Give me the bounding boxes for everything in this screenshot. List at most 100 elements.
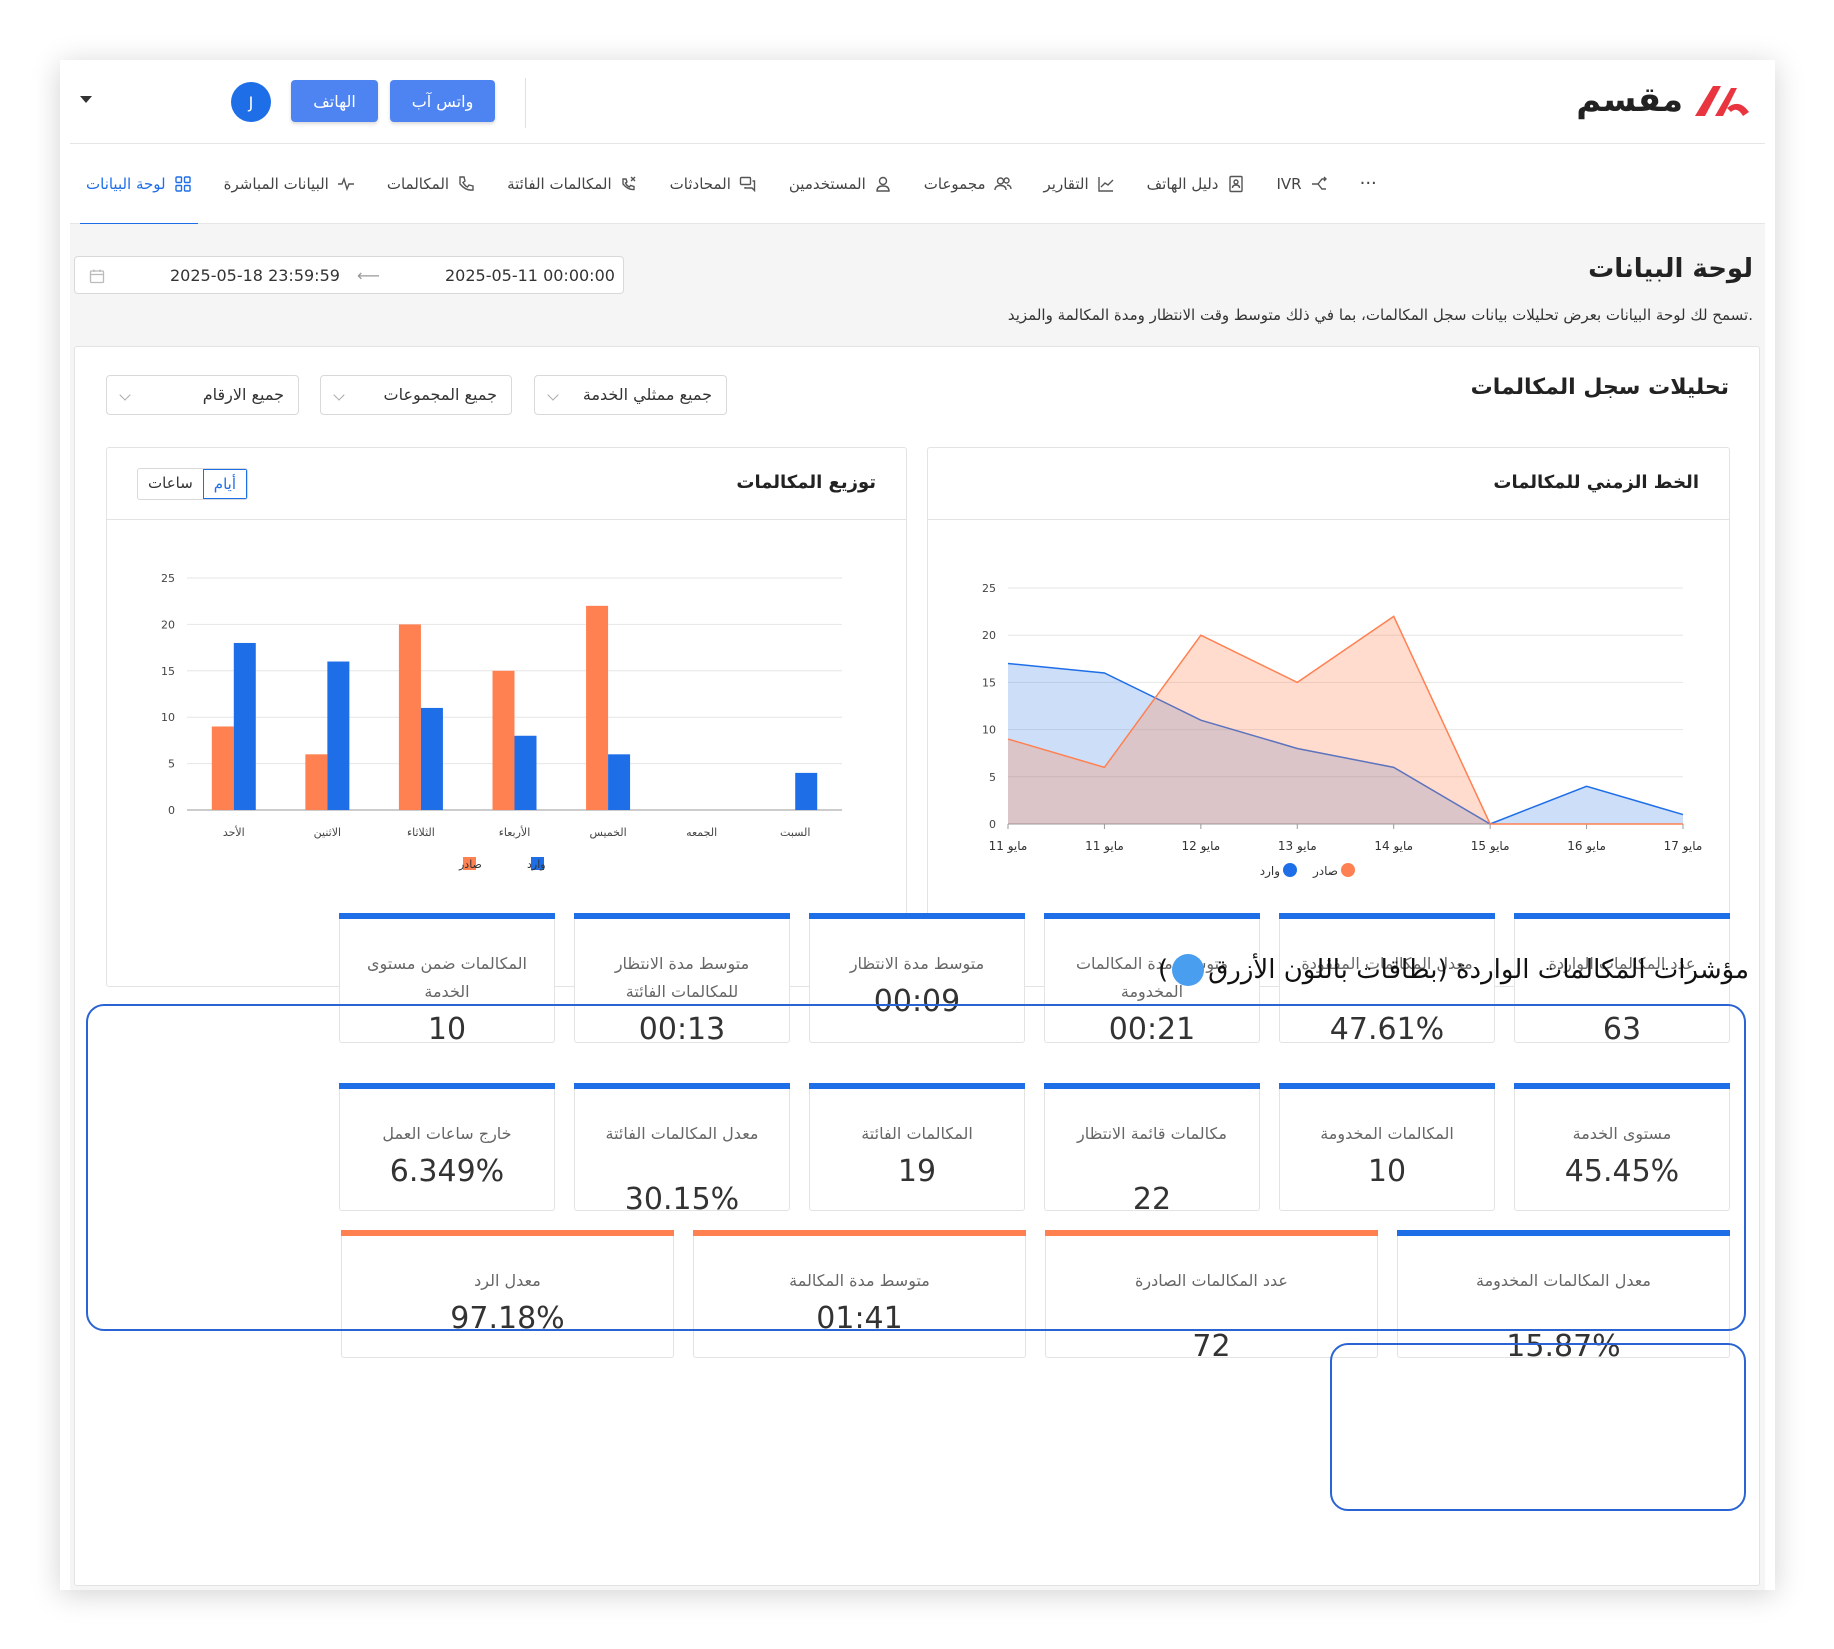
- users-icon: [993, 176, 1012, 190]
- logo: مقسم: [1576, 78, 1753, 122]
- bar-incoming: [514, 735, 537, 810]
- card-accent-bar: [809, 1083, 1025, 1089]
- metric-label: معدل المكالمات المفقودة: [1301, 954, 1473, 973]
- phone-icon: [459, 175, 474, 191]
- bar-outgoing: [211, 726, 234, 810]
- metric-card: متوسط مدة الانتظار 00:09: [809, 913, 1025, 1043]
- metric-card: مستوى الخدمة 45.45%: [1514, 1083, 1730, 1211]
- date-end[interactable]: 2025-05-18 23:59:59: [170, 266, 340, 285]
- nav-item-reports[interactable]: التقارير: [1028, 144, 1131, 224]
- nav-item-ivr[interactable]: IVR: [1261, 144, 1344, 224]
- bar-incoming: [420, 707, 443, 810]
- whatsapp-button[interactable]: واتس آب: [390, 80, 495, 122]
- metric-value: 15.87%: [1506, 1329, 1621, 1364]
- nav-label: المكالمات الفائتة: [507, 174, 612, 193]
- activity-icon: [337, 176, 354, 191]
- metric-value: 45.45%: [1564, 1154, 1680, 1189]
- metric-label: معدل الرد: [474, 1271, 541, 1290]
- chevron-down-icon[interactable]: [80, 96, 92, 103]
- y-tick-label: 10: [982, 724, 996, 737]
- nav-item-dashboard[interactable]: لوحة البيانات: [70, 144, 208, 225]
- x-tick-label: الثلاثاء: [407, 826, 435, 839]
- avatar[interactable]: J: [231, 82, 271, 122]
- x-tick-label: الاثنين: [314, 826, 341, 839]
- nav-item-missed-calls[interactable]: المكالمات الفائتة: [491, 144, 654, 224]
- groups-select[interactable]: جميع المجموعات: [320, 375, 512, 415]
- bar-outgoing: [398, 624, 421, 810]
- analytics-card: تحليلات سجل المكالمات جميع ممثلي الخدمة …: [74, 346, 1760, 1586]
- card-accent-bar: [1045, 1230, 1378, 1236]
- nav-label: المستخدمين: [788, 174, 866, 193]
- y-tick-label: 15: [161, 665, 175, 678]
- card-accent-bar: [339, 1083, 555, 1089]
- bar-incoming: [608, 754, 631, 810]
- card-accent-bar: [809, 913, 1025, 919]
- chevron-down-icon: [547, 389, 559, 401]
- metric-value: 00:21: [1108, 1012, 1196, 1047]
- header-divider: [525, 78, 526, 128]
- chevron-down-icon: [333, 389, 345, 401]
- legend-marker: [463, 857, 476, 870]
- metric-label: مستوى الخدمة: [1572, 1124, 1672, 1143]
- numbers-select-value: جميع الارقام: [202, 385, 284, 404]
- nav-item-groups[interactable]: مجموعات: [908, 144, 1028, 224]
- toggle-days[interactable]: أيام: [202, 469, 247, 499]
- metric-label: معدل المكالمات الفائتة: [605, 1124, 759, 1143]
- x-tick-label: مايو 15: [1471, 839, 1510, 854]
- user-icon: [876, 176, 890, 192]
- x-tick-label: الأربعاء: [499, 825, 531, 839]
- metric-card: معدل الرد 97.18%: [341, 1230, 674, 1358]
- metric-card: معدل المكالمات المفقودة 47.61%: [1279, 913, 1495, 1047]
- nav-label: المحادثات: [669, 174, 731, 193]
- y-tick-label: 15: [982, 676, 996, 689]
- card-accent-bar: [1514, 913, 1730, 919]
- bar-outgoing: [492, 670, 515, 810]
- groups-select-value: جميع المجموعات: [383, 385, 497, 404]
- days-hours-toggle: ساعات أيام: [137, 468, 248, 500]
- date-range-picker[interactable]: 2025-05-11 00:00:00 ⟵ 2025-05-18 23:59:5…: [74, 256, 624, 294]
- y-tick-label: 10: [161, 711, 175, 724]
- nav-item-calls[interactable]: المكالمات: [371, 144, 491, 224]
- date-start[interactable]: 2025-05-11 00:00:00: [445, 266, 615, 285]
- timeline-chart: 0 5 10 15 20 25 مايو 11 مايو 11 مايو 12 مايو 13 ما…: [982, 582, 1702, 879]
- nav-label: دليل الهاتف: [1146, 174, 1219, 193]
- metric-label: متوسط مدة الانتظار للمكالمات الفائتة: [614, 954, 750, 1001]
- distribution-title: توزيع المكالمات: [736, 472, 876, 493]
- metric-card: خارج ساعات العمل 6.349%: [339, 1083, 555, 1211]
- nav-item-live-data[interactable]: البيانات المباشرة: [208, 144, 371, 224]
- nav-item-phonebook[interactable]: دليل الهاتف: [1131, 144, 1261, 224]
- y-tick-label: 0: [989, 818, 996, 831]
- arrow-left-icon: ⟵: [357, 266, 380, 285]
- nav-label: لوحة البيانات: [86, 174, 166, 193]
- app-window: مقسم واتس آب الهاتف J لوحة البيانات البي…: [60, 60, 1775, 1590]
- series-line-outgoing: [1007, 615, 1683, 825]
- logo-text: مقسم: [1576, 80, 1683, 120]
- y-tick-label: 20: [982, 629, 996, 642]
- card-accent-bar: [574, 1083, 790, 1089]
- card-accent-bar: [339, 913, 555, 919]
- phone-button[interactable]: الهاتف: [291, 80, 378, 122]
- metric-card: متوسط مدة الانتظار للمكالمات الفائتة 00:1…: [574, 913, 790, 1047]
- metric-value: 10: [1367, 1154, 1407, 1189]
- y-tick-label: 0: [168, 804, 175, 817]
- page-description: تسمح لك لوحة البيانات بعرض تحليلات بيانا…: [1007, 306, 1753, 324]
- served-rate-highlight: [1330, 1343, 1746, 1511]
- nav-item-chats[interactable]: المحادثات: [654, 144, 773, 224]
- metric-value: 72: [1192, 1329, 1231, 1364]
- metric-card: عدد المكالمات الصادرة 72: [1045, 1230, 1378, 1364]
- y-tick-label: 20: [161, 618, 175, 631]
- toggle-hours[interactable]: ساعات: [148, 474, 193, 492]
- metric-label: عدد المكالمات الصادرة: [1135, 1271, 1288, 1290]
- nav-item-users[interactable]: المستخدمين: [773, 144, 908, 224]
- area-incoming: [1008, 663, 1683, 824]
- x-tick-label: الخميس: [589, 826, 626, 839]
- nav-more-button[interactable]: ···: [1359, 173, 1377, 194]
- metric-label: المكالمات المخدومة: [1320, 1124, 1454, 1143]
- legend-label: وارد: [527, 858, 546, 871]
- contacts-icon: [1228, 175, 1243, 192]
- y-tick-label: 25: [982, 582, 996, 595]
- page-content: لوحة البيانات تسمح لك لوحة البيانات بعرض…: [70, 224, 1765, 1590]
- agents-select[interactable]: جميع ممثلي الخدمة: [534, 375, 727, 415]
- numbers-select[interactable]: جميع الارقام: [106, 375, 299, 415]
- annotation-text: مؤشرات المكالمات الواردة (بطاقات باللون …: [1208, 955, 1749, 985]
